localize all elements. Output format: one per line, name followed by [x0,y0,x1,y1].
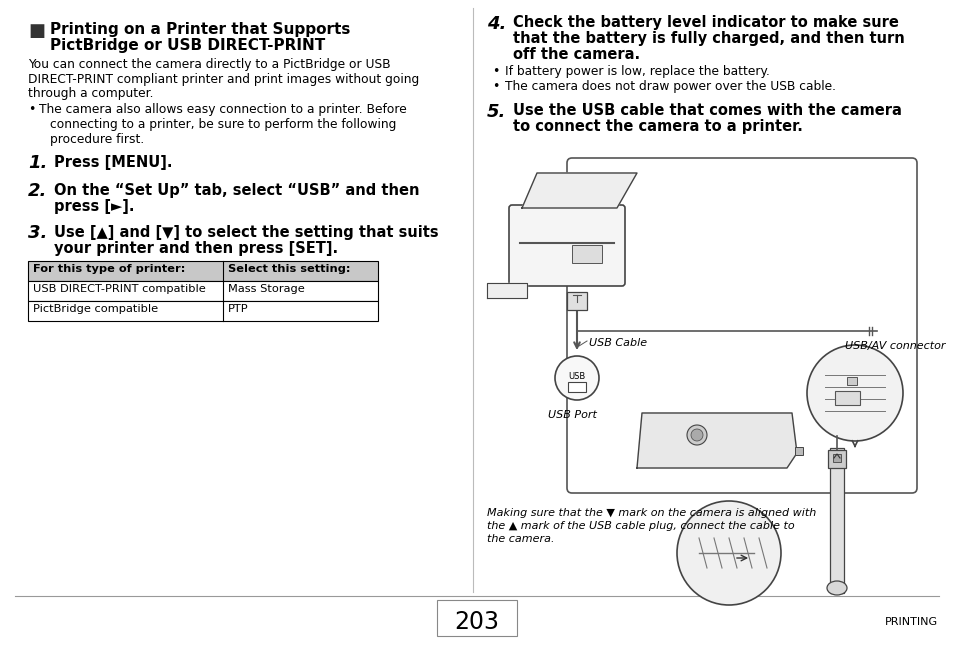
Text: USB: USB [568,372,585,381]
FancyBboxPatch shape [509,205,624,286]
Text: Printing on a Printer that Supports: Printing on a Printer that Supports [50,22,350,37]
Text: Use [▲] and [▼] to select the setting that suits: Use [▲] and [▼] to select the setting th… [54,225,438,240]
Text: off the camera.: off the camera. [513,47,639,62]
Text: PictBridge compatible: PictBridge compatible [33,304,158,315]
Text: 203: 203 [454,610,499,634]
Text: USB/AV connector: USB/AV connector [844,341,944,351]
Text: For this type of printer:: For this type of printer: [33,264,185,275]
Text: ■: ■ [28,22,45,40]
Text: 5.: 5. [486,103,506,121]
Text: Press [MENU].: Press [MENU]. [54,154,172,169]
Text: through a computer.: through a computer. [28,87,153,100]
Text: your printer and then press [SET].: your printer and then press [SET]. [54,240,337,256]
Bar [28,260,377,280]
Bar [28,300,377,320]
Text: connecting to a printer, be sure to perform the following: connecting to a printer, be sure to perf… [50,118,395,131]
Circle shape [690,429,702,441]
Text: •: • [492,80,498,93]
Circle shape [686,425,706,445]
Bar [566,292,586,310]
Text: DIRECT-PRINT compliant printer and print images without going: DIRECT-PRINT compliant printer and print… [28,72,418,85]
Ellipse shape [826,581,846,595]
Text: USB Port: USB Port [547,410,596,420]
Text: that the battery is fully charged, and then turn: that the battery is fully charged, and t… [513,31,903,46]
Bar [572,245,601,263]
Text: Making sure that the ▼ mark on the camera is aligned with: Making sure that the ▼ mark on the camer… [486,508,816,518]
Text: press [►].: press [►]. [54,198,134,213]
Text: the ▲ mark of the USB cable plug, connect the cable to: the ▲ mark of the USB cable plug, connec… [486,521,794,531]
Polygon shape [521,173,637,208]
Text: If battery power is low, replace the battery.: If battery power is low, replace the bat… [504,65,769,78]
Text: PRINTING: PRINTING [884,617,937,627]
Bar [829,448,843,593]
Text: 4.: 4. [486,15,506,33]
Text: On the “Set Up” tab, select “USB” and then: On the “Set Up” tab, select “USB” and th… [54,183,419,198]
Text: Select this setting:: Select this setting: [228,264,350,275]
Text: •: • [492,65,498,78]
Circle shape [677,501,781,605]
Bar [567,382,585,392]
Bar [834,391,859,405]
Circle shape [806,345,902,441]
Text: PictBridge or USB DIRECT-PRINT: PictBridge or USB DIRECT-PRINT [50,38,325,53]
Bar [846,377,856,385]
Text: to connect the camera to a printer.: to connect the camera to a printer. [513,119,802,134]
Text: 1.: 1. [28,154,48,172]
Text: procedure first.: procedure first. [50,132,144,145]
Bar [832,454,841,462]
Bar [827,450,845,468]
Text: 2.: 2. [28,183,48,200]
Polygon shape [637,413,796,468]
Text: 3.: 3. [28,225,48,242]
Text: USB DIRECT-PRINT compatible: USB DIRECT-PRINT compatible [33,284,206,295]
Bar [794,447,802,455]
Text: You can connect the camera directly to a PictBridge or USB: You can connect the camera directly to a… [28,58,390,71]
FancyBboxPatch shape [566,158,916,493]
Bar [28,280,377,300]
Text: USB Cable: USB Cable [588,338,646,348]
Text: Check the battery level indicator to make sure: Check the battery level indicator to mak… [513,15,898,30]
Text: the camera.: the camera. [486,534,554,544]
Bar [436,600,517,636]
Text: The camera does not draw power over the USB cable.: The camera does not draw power over the … [504,80,835,93]
Circle shape [555,356,598,400]
Text: •: • [28,103,35,116]
Polygon shape [486,283,526,298]
Text: Use the USB cable that comes with the camera: Use the USB cable that comes with the ca… [513,103,901,118]
Text: The camera also allows easy connection to a printer. Before: The camera also allows easy connection t… [39,103,406,116]
Text: PTP: PTP [228,304,249,315]
Text: Mass Storage: Mass Storage [228,284,304,295]
